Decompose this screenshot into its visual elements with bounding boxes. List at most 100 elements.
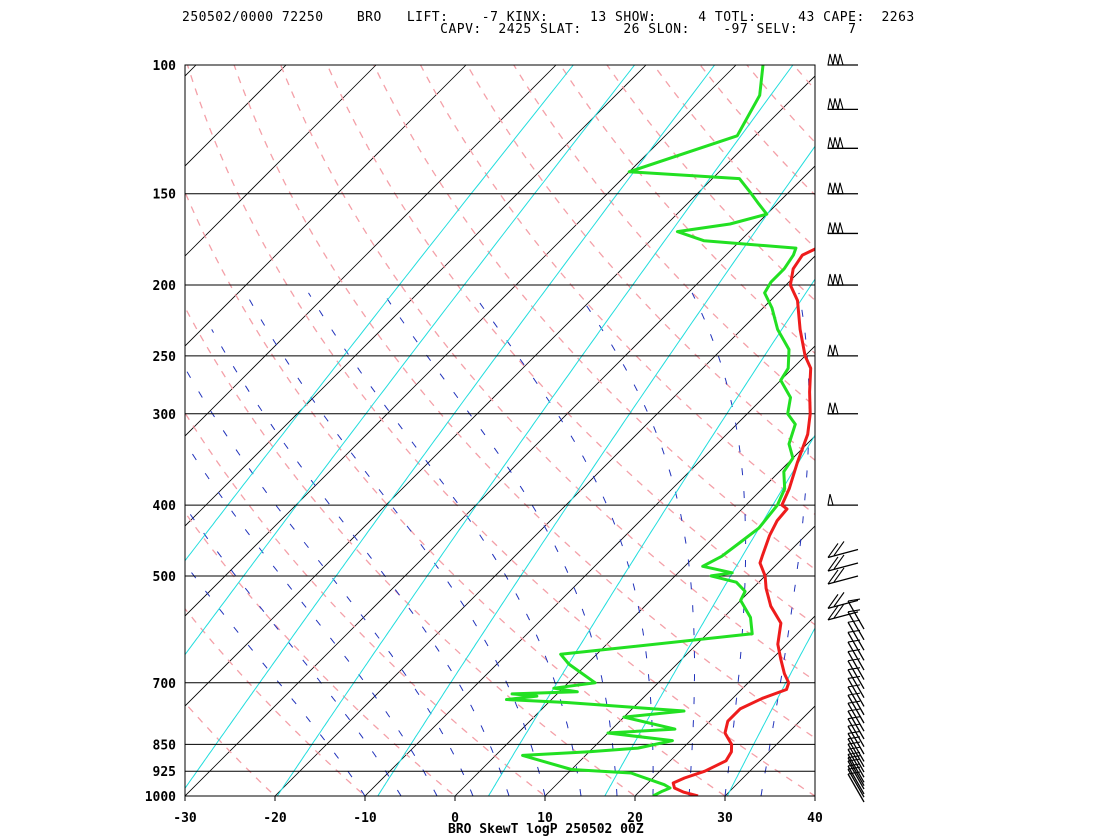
mixing-ratio-line [604, 434, 815, 796]
temperature-tick-label: -30 [173, 811, 197, 826]
temperature-tick-label: 30 [717, 811, 733, 826]
grid-layer [185, 49, 1120, 812]
dry-adiabat-line [185, 190, 727, 796]
isotherm-line [364, 345, 815, 796]
wind-barbs [827, 53, 865, 803]
moist-adiabat-line [185, 505, 402, 796]
isotherm-line [274, 255, 815, 796]
dry-adiabat-line [185, 701, 276, 796]
wind-barb [827, 402, 858, 415]
isobar-layer [185, 64, 815, 797]
dry-adiabat-line [233, 65, 815, 739]
mixing-ratio-line [487, 278, 815, 796]
wind-barb [827, 554, 859, 572]
isotherm-line [185, 65, 647, 527]
wind-barb [827, 541, 859, 559]
dry-adiabat-line [185, 306, 637, 796]
moist-adiabat-line [245, 292, 546, 796]
pressure-tick-label: 150 [153, 188, 177, 203]
dry-adiabat-line [185, 607, 366, 796]
isotherm-line [634, 615, 815, 796]
pressure-tick-label: 200 [153, 279, 177, 294]
wind-barb [827, 222, 858, 235]
mixing-ratio-line [185, 65, 574, 562]
wind-barb [827, 98, 858, 111]
pressure-tick-label: 400 [153, 499, 177, 514]
wind-barb [847, 700, 865, 732]
wind-barb [847, 692, 865, 724]
footer-title: BRO SkewT logP 250502 00Z [448, 822, 644, 837]
temperature-tick-label: 40 [807, 811, 823, 826]
pressure-tick-label: 300 [153, 408, 177, 423]
pressure-tick-label: 250 [153, 350, 177, 365]
profile-layer [505, 65, 815, 796]
mixing-ratio-line [726, 627, 815, 796]
wind-barb [847, 723, 865, 755]
isotherm-line [185, 65, 557, 437]
temperature-tick-label: 20 [627, 811, 643, 826]
dry-adiabat-line [826, 49, 1120, 812]
wind-barb [847, 716, 865, 747]
header-line-1: 250502/0000 72250 BRO LIFT: -7 KINX: 13 … [182, 10, 915, 25]
moist-adiabat-line [185, 562, 366, 796]
moist-adiabat-line [211, 329, 510, 796]
pressure-tick-label: 500 [153, 570, 177, 585]
wind-barb [827, 53, 858, 66]
isotherm-line [454, 435, 815, 796]
mixing-ratio-line [276, 65, 794, 796]
wind-barb [847, 684, 865, 716]
dry-adiabat-line [872, 49, 1120, 812]
isotherm-line [814, 795, 815, 796]
temperature-tick-label: -10 [353, 811, 377, 826]
dry-adiabat-line [186, 65, 815, 796]
wind-barb [827, 493, 858, 506]
temperature-profile [671, 247, 815, 796]
isotherm-line [185, 65, 287, 167]
moist-adiabat-line [382, 292, 618, 796]
mixing-ratio-line [377, 145, 815, 796]
dry-adiabat-line [466, 65, 815, 462]
isotherm-line [185, 65, 467, 347]
wind-barb [847, 708, 865, 740]
wind-barb [847, 629, 865, 661]
dry-adiabat-line [185, 411, 547, 796]
dry-adiabat-line [746, 65, 815, 144]
moist-adiabat-line [472, 292, 654, 796]
wind-barb [847, 675, 865, 707]
mixing-ratio-line [185, 65, 636, 656]
wind-barb [827, 567, 859, 585]
dry-adiabat-line [185, 511, 457, 796]
header-line-2: CAPV: 2425 SLAT: 26 SLON: -97 SELV: 7 [182, 22, 857, 37]
dry-adiabat-line [559, 65, 815, 355]
dry-adiabat-line [373, 65, 815, 571]
pressure-tick-label: 925 [153, 765, 176, 780]
dry-adiabat-line [185, 795, 186, 796]
moist-adiabat-line [760, 292, 810, 796]
isotherm-line [905, 65, 1120, 796]
dry-adiabat-line [280, 65, 815, 682]
dry-adiabat-line [652, 65, 815, 249]
pressure-tick-label: 1000 [145, 790, 176, 805]
isotherm-line [185, 65, 737, 617]
mixing-ratio-line [185, 65, 716, 790]
moist-adiabat-line [185, 367, 474, 796]
wind-barb [847, 771, 865, 803]
moist-adiabat-line [308, 292, 582, 796]
isotherm-line [544, 525, 815, 796]
wind-barb [827, 603, 859, 621]
wind-barb [847, 598, 865, 630]
dry-adiabat-line [513, 65, 815, 408]
moist-adiabat-line [185, 441, 438, 796]
wind-barb [827, 344, 858, 357]
dry-adiabat-line [918, 49, 1120, 812]
pressure-tick-label: 850 [153, 738, 177, 753]
pressure-tick-label: 100 [153, 59, 177, 74]
wind-barb [827, 592, 859, 610]
isotherm-line [185, 65, 377, 257]
pressure-tick-label: 700 [153, 677, 177, 692]
dry-adiabat-line [326, 65, 815, 626]
temperature-tick-label: -20 [263, 811, 287, 826]
wind-barb [827, 182, 858, 195]
plot-frame [184, 64, 816, 797]
